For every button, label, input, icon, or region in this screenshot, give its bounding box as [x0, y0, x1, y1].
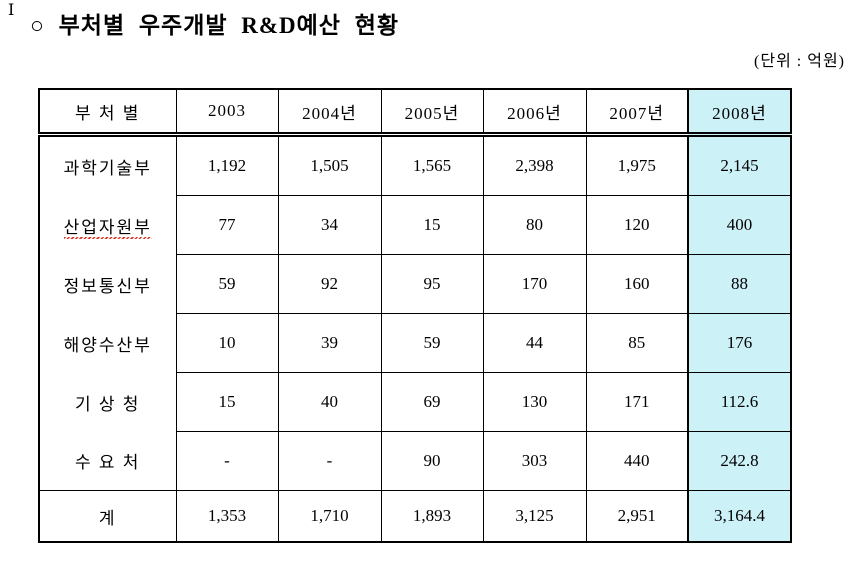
page-title: ○ 부처별 우주개발 R&D예산 현황 [30, 13, 400, 38]
table-cell: 3,125 [482, 490, 586, 542]
table-cell: 2,951 [585, 490, 688, 542]
table-cell: 59 [380, 313, 483, 373]
column-header-2004: 2004년 [277, 89, 381, 137]
table-cell: 170 [482, 254, 586, 314]
table-cell: - [277, 431, 381, 491]
table-cell: 242.8 [687, 431, 791, 491]
budget-table: 부 처 별 2003 2004년 2005년 2006년 2007년 2008년… [38, 88, 792, 543]
table-cell: 77 [175, 195, 278, 255]
table-row-demand: 수 요 처 - - 90 303 440 242.8 [39, 431, 791, 491]
column-header-2006: 2006년 [482, 89, 586, 137]
table-cell: 1,353 [175, 490, 278, 542]
table-cell: 120 [585, 195, 688, 255]
table-cell: 1,565 [380, 134, 483, 196]
table-cell: 1,710 [277, 490, 381, 542]
table-cell: 10 [175, 313, 278, 373]
table-cell: 88 [687, 254, 791, 314]
table-cell: 39 [277, 313, 381, 373]
row-label: 산업자원부 [39, 196, 176, 255]
table-cell: 1,505 [277, 134, 381, 196]
table-row-kma: 기 상 청 15 40 69 130 171 112.6 [39, 372, 791, 432]
table-cell: - [175, 431, 278, 491]
table-cell: 160 [585, 254, 688, 314]
table-cell: 95 [380, 254, 483, 314]
table-cell: 34 [277, 195, 381, 255]
table-cell: 2,398 [482, 134, 586, 196]
table-cell: 176 [687, 313, 791, 373]
table-cell: 1,192 [175, 134, 278, 196]
unit-label: (단위 : 억원) [754, 53, 845, 70]
table-cell: 440 [585, 431, 688, 491]
table-cell: 1,975 [585, 134, 688, 196]
table-cell: 92 [277, 254, 381, 314]
total-label: 계 [39, 490, 176, 542]
table-cell: 80 [482, 195, 586, 255]
table-cell: 112.6 [687, 372, 791, 432]
table-row-most: 과학기술부 1,192 1,505 1,565 2,398 1,975 2,14… [39, 134, 791, 196]
table-cell: 59 [175, 254, 278, 314]
table-cell: 85 [585, 313, 688, 373]
column-header-2005: 2005년 [380, 89, 483, 137]
table-cell: 400 [687, 195, 791, 255]
table-cell: 69 [380, 372, 483, 432]
row-label: 정보통신부 [63, 276, 152, 296]
row-label: 해양수산부 [63, 335, 152, 355]
table-cell: 15 [380, 195, 483, 255]
table-row-mic: 정보통신부 59 92 95 170 160 88 [39, 254, 791, 314]
table-row-mocie: 산업자원부 77 34 15 80 120 400 [39, 195, 791, 255]
table-cell: 90 [380, 431, 483, 491]
spellcheck-underline: 산업자원부 [63, 217, 152, 239]
column-header-2007: 2007년 [585, 89, 688, 137]
table-cell: 2,145 [687, 134, 791, 196]
table-cell: 303 [482, 431, 586, 491]
table-header-row: 부 처 별 2003 2004년 2005년 2006년 2007년 2008년 [39, 89, 791, 137]
column-header-2003: 2003 [175, 89, 278, 137]
row-label: 과학기술부 [63, 158, 152, 178]
table-cell: 171 [585, 372, 688, 432]
corner-mark: Ⅰ [8, 2, 15, 19]
table-cell: 15 [175, 372, 278, 432]
table-cell: 130 [482, 372, 586, 432]
table-row-momaf: 해양수산부 10 39 59 44 85 176 [39, 313, 791, 373]
table-cell: 44 [482, 313, 586, 373]
row-label: 기 상 청 [75, 394, 141, 414]
table-cell: 3,164.4 [687, 490, 791, 542]
table-cell: 1,893 [380, 490, 483, 542]
row-label: 수 요 처 [75, 453, 141, 473]
table-total-row: 계 1,353 1,710 1,893 3,125 2,951 3,164.4 [39, 490, 791, 542]
table-cell: 40 [277, 372, 381, 432]
column-header-ministry: 부 처 별 [39, 89, 176, 137]
column-header-2008: 2008년 [687, 89, 791, 137]
